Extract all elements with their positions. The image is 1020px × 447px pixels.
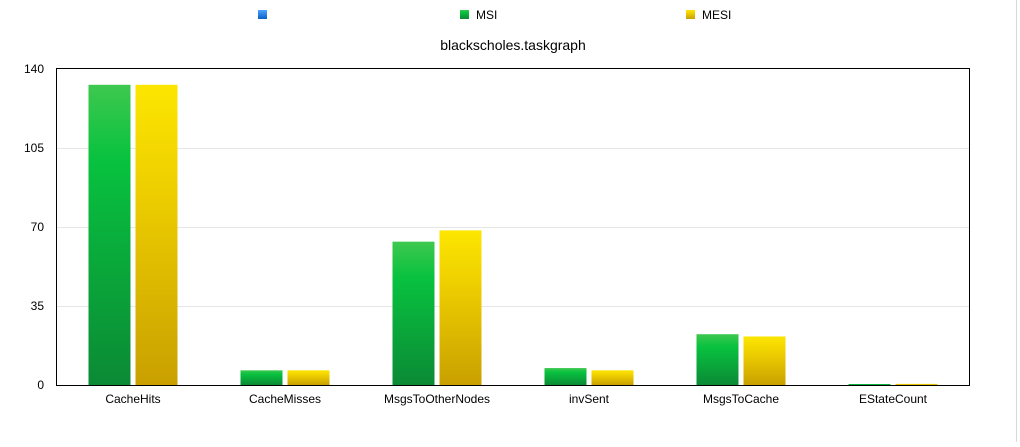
- bar-msi-cachemisses: [240, 370, 283, 385]
- bars: [88, 84, 938, 386]
- x-tick-label: MsgsToCache: [703, 392, 779, 406]
- legend-swatch: [460, 10, 469, 19]
- bar-msi-msgstoothernodes: [392, 241, 435, 385]
- bar-mesi-estatecount: [895, 383, 938, 385]
- y-tick-label: 140: [24, 62, 44, 76]
- legend-label: MESI: [702, 8, 731, 22]
- y-tick-label: 105: [24, 141, 44, 155]
- bar-mesi-cachehits: [135, 84, 178, 386]
- x-tick-label: EStateCount: [859, 392, 928, 406]
- bar-mesi-cachemisses: [287, 370, 330, 385]
- plot-frame: [56, 68, 970, 386]
- bar-msi-msgstocache: [696, 334, 739, 385]
- y-tick-label: 35: [31, 299, 45, 313]
- bar-mesi-msgstoothernodes: [439, 230, 482, 385]
- legend-swatch: [258, 10, 267, 19]
- bar-msi-estatecount: [848, 384, 891, 385]
- legend-swatch: [686, 10, 695, 19]
- x-tick-label: MsgsToOtherNodes: [384, 392, 490, 406]
- grid-lines: [57, 148, 969, 307]
- window-edge-rule: [1016, 0, 1017, 442]
- x-tick-label: invSent: [569, 392, 610, 406]
- x-tick-label: CacheHits: [105, 392, 160, 406]
- bar-mesi-invsent: [591, 370, 634, 385]
- bar-msi-cachehits: [88, 84, 131, 386]
- y-axis-ticks: 0 35 70 105 140: [24, 62, 44, 392]
- chart-title: blackscholes.taskgraph: [440, 37, 586, 53]
- y-tick-label: 0: [37, 378, 44, 392]
- bar-mesi-msgstocache: [743, 336, 786, 385]
- bar-msi-invsent: [544, 368, 587, 385]
- x-axis-labels: CacheHits CacheMisses MsgsToOtherNodes invS…: [105, 392, 927, 406]
- y-tick-label: 70: [31, 220, 45, 234]
- legend: MSI MESI: [258, 8, 731, 22]
- x-tick-label: CacheMisses: [249, 392, 321, 406]
- legend-label: MSI: [476, 8, 497, 22]
